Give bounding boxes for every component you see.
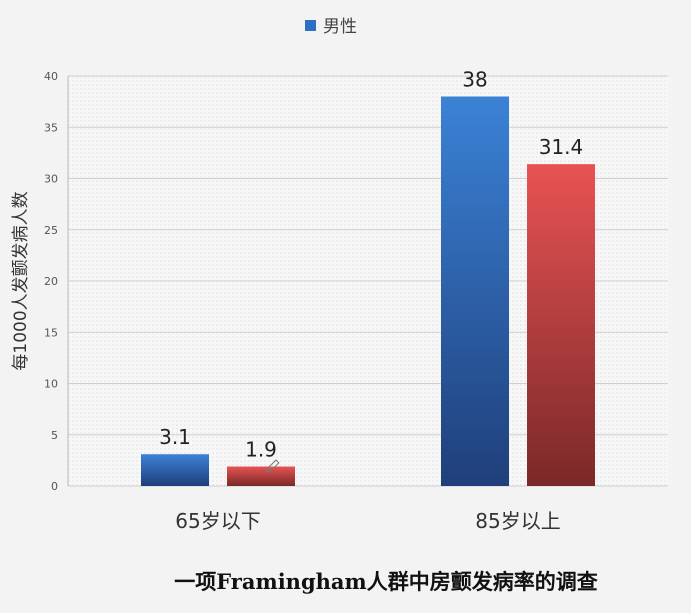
bars (141, 96, 595, 486)
bar (527, 164, 595, 486)
legend-swatch (305, 20, 316, 31)
bar (441, 96, 509, 486)
data-label: 38 (462, 68, 487, 92)
y-tick-label: 5 (51, 429, 58, 442)
y-axis-title: 每1000人发颤发病人数 (11, 191, 31, 370)
bar (227, 466, 295, 486)
data-label: 31.4 (539, 135, 584, 159)
x-tick-label: 85岁以上 (475, 509, 560, 533)
x-tick-label: 65岁以下 (175, 509, 260, 533)
y-tick-label: 35 (44, 121, 58, 134)
legend: 男性 (305, 17, 357, 37)
y-tick-label: 25 (44, 224, 58, 237)
data-labels: 3.1 1.9 38 31.4 (159, 68, 583, 462)
y-tick-label: 20 (44, 275, 58, 288)
legend-label: 男性 (323, 17, 357, 37)
y-axis-ticks: 0 5 10 15 20 25 30 35 40 (44, 70, 58, 493)
chart-title: 一项Framingham人群中房颤发病率的调查 (174, 569, 597, 594)
x-axis-categories: 65岁以下 85岁以上 (175, 509, 560, 533)
bar (141, 454, 209, 486)
y-tick-label: 0 (51, 480, 58, 493)
data-label: 1.9 (245, 438, 277, 462)
y-tick-label: 15 (44, 326, 58, 339)
data-label: 3.1 (159, 425, 191, 449)
y-tick-label: 10 (44, 378, 58, 391)
y-tick-label: 40 (44, 70, 58, 83)
y-tick-label: 30 (44, 173, 58, 186)
